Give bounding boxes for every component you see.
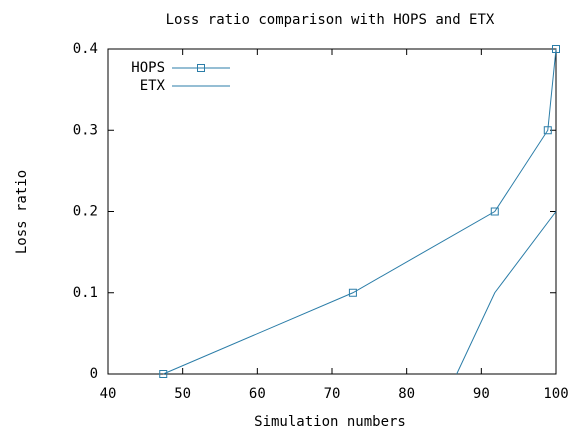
y-tick-label: 0.2 [73, 204, 98, 220]
marker [159, 370, 168, 378]
y-tick-label: 0.1 [73, 285, 98, 301]
chart-title: Loss ratio comparison with HOPS and ETX [166, 12, 495, 28]
x-tick-label: 40 [100, 386, 117, 402]
series-line [163, 48, 557, 375]
marker [197, 64, 205, 72]
x-tick-label: 90 [473, 386, 490, 402]
y-axis-label: Loss ratio [14, 170, 30, 254]
marker [543, 126, 552, 135]
legend-label: ETX [140, 78, 166, 94]
marker [490, 207, 499, 216]
x-tick-label: 70 [324, 386, 341, 402]
y-tick-label: 0.4 [73, 41, 98, 57]
legend-label: HOPS [131, 60, 165, 76]
marker [348, 288, 357, 297]
marker [552, 45, 560, 53]
y-tick-label: 0.3 [73, 122, 98, 138]
y-tick-label: 0 [90, 366, 98, 382]
x-tick-label: 50 [174, 386, 191, 402]
plot-frame [107, 48, 557, 375]
x-tick-label: 100 [543, 386, 568, 402]
x-axis-label: Simulation numbers [254, 414, 406, 430]
x-tick-label: 80 [398, 386, 415, 402]
x-tick-label: 60 [249, 386, 266, 402]
series-line [456, 211, 557, 375]
